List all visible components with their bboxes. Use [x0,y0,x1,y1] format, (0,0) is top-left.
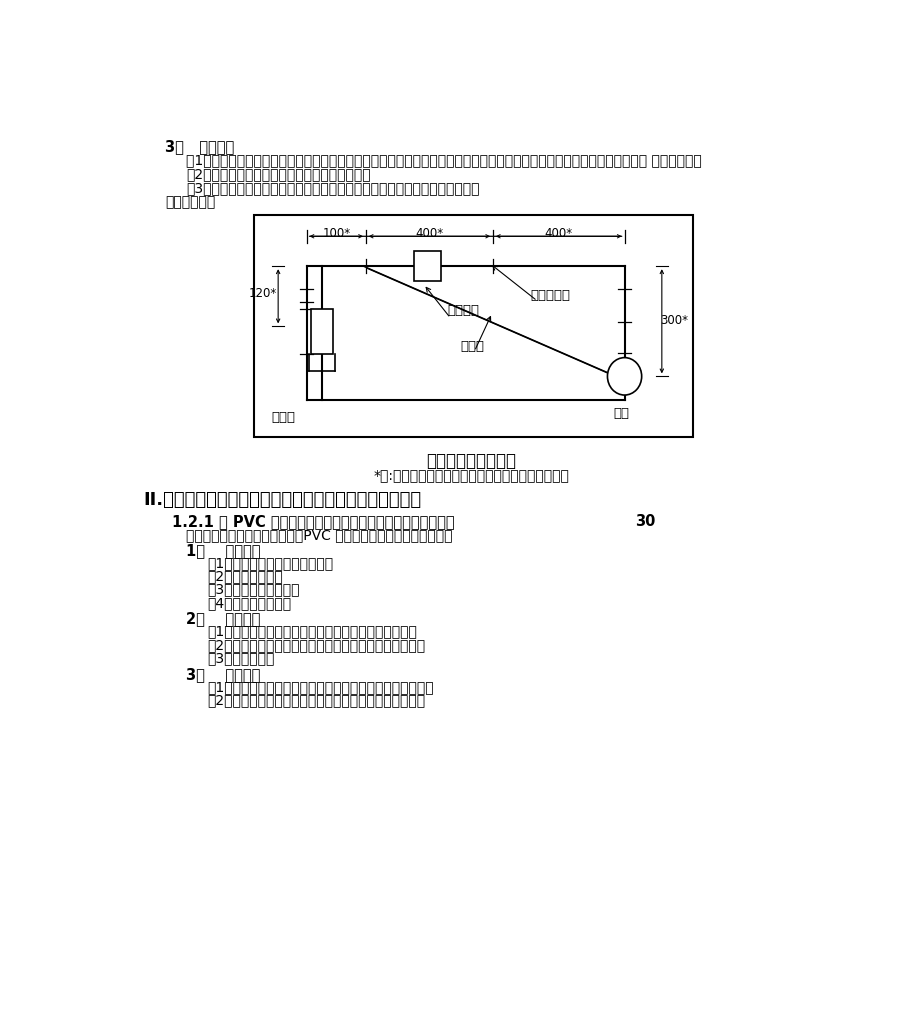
Text: 电线固定夹: 电线固定夹 [529,289,570,302]
Text: 400*: 400* [544,227,573,240]
Bar [254,215,692,438]
Text: 300*: 300* [660,313,688,326]
Text: （2）安装完毕经考评员允许后进行通电试运行；: （2）安装完毕经考评员允许后进行通电试运行； [186,167,370,180]
Text: 照明电路安装平面图: 照明电路安装平面图 [426,452,516,470]
Text: （3）安全生产，文明操作，未经允许擅自通电，造成设备损坏者该项目零分。: （3）安全生产，文明操作，未经允许擅自通电，造成设备损坏者该项目零分。 [186,181,480,194]
Text: 2．    操作内容: 2． 操作内容 [186,612,260,626]
Text: （1）按要求进行安装连接，不要漏接或错接，线路敏设应规范，导线固定应紧固、整齐、美观，线夹距离合理，弯曲半径合 适，不能架空: （1）按要求进行安装连接，不要漏接或错接，线路敏设应规范，导线固定应紧固、整齐、… [186,153,701,167]
Text: （2）安装、接线完毕后，经考评员允许后方可通电调试。: （2）安装、接线完毕后，经考评员允许后方可通电调试。 [208,693,425,707]
Text: 30: 30 [635,514,655,529]
Text: 灯泡: 灯泡 [612,407,629,419]
Text: （4）电工工具一套。: （4）电工工具一套。 [208,596,291,610]
Text: 400*: 400* [414,227,443,240]
Text: 1．    操作条件: 1． 操作条件 [186,543,260,558]
Text: II.电气安装和线路敏设（动力、照明电路的接线与调试）: II.电气安装和线路敏设（动力、照明电路的接线与调试） [143,490,421,509]
Text: （3）连接导线若干根；: （3）连接导线若干根； [208,582,300,597]
Text: 3．   操作要求: 3． 操作要求 [165,139,234,154]
Text: （1）电路安装接线鉴定板一块；: （1）电路安装接线鉴定板一块； [208,556,334,570]
Text: 护套线: 护套线 [460,339,483,353]
Bar [311,309,333,355]
Text: 拉线开关: 拉线开关 [447,304,479,317]
Text: *注:此尺寸考评员可在底扬尺寸允许范围内进行变动: *注:此尺寸考评员可在底扬尺寸允许范围内进行变动 [373,469,569,482]
Ellipse shape [607,358,641,395]
Text: （3）通电调试。: （3）通电调试。 [208,651,275,666]
Bar [414,251,440,282]
Text: 100*: 100* [322,227,350,240]
Text: （2）万用表一只；: （2）万用表一只； [208,569,283,583]
Text: 刀开关: 刀开关 [271,411,295,423]
Text: 电气安装板；万用表；白炽灯，PVC 管，插座一套；电工工具一套；: 电气安装板；万用表；白炽灯，PVC 管，插座一套；电工工具一套； [186,528,452,542]
Text: 3．    操作要求: 3． 操作要求 [186,667,260,682]
Text: 120*: 120* [248,287,277,300]
Text: （2）在电路安装接线鉴定板上进行板前明线安装、接线；: （2）在电路安装接线鉴定板上进行板前明线安装、接线； [208,638,425,652]
Text: 安装平面图：: 安装平面图： [165,196,215,210]
Text: （1）按设计照明电路图进行安装、接线，不要漏接或错接。: （1）按设计照明电路图进行安装、接线，不要漏接或错接。 [208,680,434,694]
Text: 1.2.1 用 PVC 管明装两地控制一盏白炽灯并有一个插座的线路: 1.2.1 用 PVC 管明装两地控制一盏白炽灯并有一个插座的线路 [172,514,454,529]
Text: （1）画出两地控制一盏白炽灯并有一个插座的电路图；: （1）画出两地控制一盏白炽灯并有一个插座的电路图； [208,625,417,638]
